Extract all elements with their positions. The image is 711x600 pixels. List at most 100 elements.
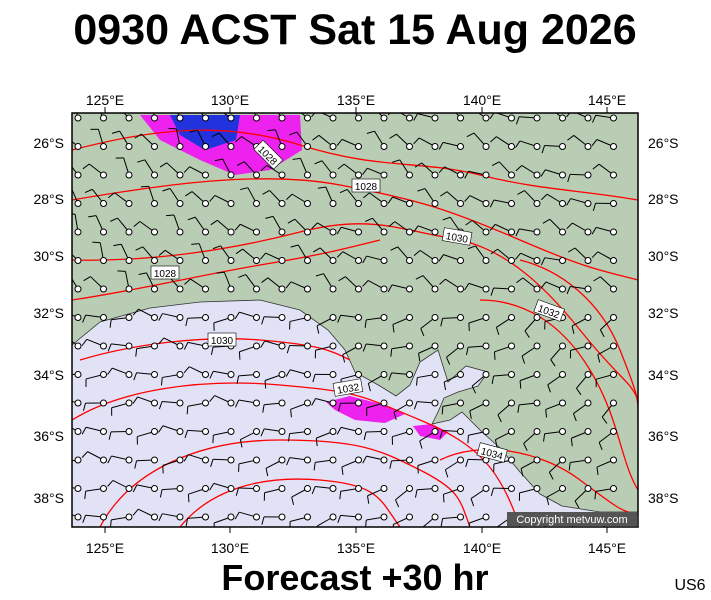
barb-feather [162,187,171,192]
barb-station [151,257,158,264]
barb-feather [261,516,265,525]
wind-barb [312,371,337,383]
barb-station [406,228,413,236]
barb-feather [413,137,420,145]
barb-station [355,143,362,150]
wind-barb [342,342,362,363]
wind-barb [209,370,235,379]
wind-barb [314,342,337,359]
barb-station [482,171,490,179]
barb-feather [107,192,115,199]
wind-barb [210,219,235,236]
barb-feather [567,247,576,253]
barb-station [74,485,82,492]
wind-barb [470,485,490,507]
barb-feather [212,245,221,250]
wind-barb [465,456,490,468]
wind-barb [497,399,515,423]
wind-barb [158,313,184,321]
rain-area-heavy [170,115,240,150]
barb-feather [515,252,521,260]
barb-feather [438,166,445,174]
isobar-label-box [441,227,473,246]
barb-feather [315,273,324,277]
barb-station [584,342,592,350]
wind-barb [414,485,439,498]
barb-feather [523,443,528,451]
barb-station [406,285,413,293]
barb-station [278,257,286,264]
barb-station [304,513,311,521]
barb-station [406,114,413,122]
wind-barb [183,454,209,464]
barb-station [482,314,490,321]
wind-barb [545,399,566,418]
barb-feather [185,191,193,197]
barb-feather [264,103,271,106]
wind-barb [109,314,133,328]
barb-station [559,143,566,150]
barb-feather [601,416,608,424]
barb-feather [267,129,276,132]
barb-station [227,200,235,207]
barb-station [406,428,413,435]
isobar-label-box [351,178,381,193]
barb-feather [464,195,471,202]
wind-barb [265,215,286,236]
barb-station [125,285,133,293]
barb-feather [189,129,198,133]
wind-barb [72,399,82,407]
wind-barb [115,157,133,179]
isobar-label-box [533,299,565,322]
wind-barb [465,219,490,236]
barb-station [457,314,464,321]
barb-feather [117,270,126,272]
wind-barb [491,161,515,179]
wind-barb [159,485,184,498]
wind-barb [395,485,413,508]
barb-feather [568,462,571,471]
barb-station [533,285,541,293]
barb-feather [84,188,93,193]
lon-label-top: 140°E [463,92,501,108]
barb-station [380,371,388,378]
barb-feather [338,276,346,282]
barb-feather [107,367,113,375]
wind-barb [81,451,107,464]
lat-label-left: 34°S [33,367,64,383]
wind-barb [490,285,515,296]
wind-barb [468,314,490,332]
barb-feather [392,324,395,333]
lat-label-left: 36°S [33,428,64,444]
wind-barb [200,113,209,122]
barb-station [74,399,82,407]
barb-feather [138,272,147,275]
barb-feather [574,500,580,509]
barb-feather [235,136,242,143]
barb-station [355,513,362,521]
barb-station [278,228,286,236]
barb-station [380,285,388,293]
barb-feather [92,241,101,244]
isobar [72,223,638,401]
wind-barb [260,252,286,264]
barb-feather [234,399,240,408]
barb-station [457,371,464,378]
barb-station [457,200,464,207]
barb-feather [520,468,524,477]
barb-station [508,314,515,321]
barb-station [482,285,490,293]
barb-station [482,257,490,264]
wind-barb [521,342,541,364]
wind-barb [515,165,541,179]
barb-feather [185,518,189,527]
barb-station [482,228,490,236]
wind-barb [540,281,566,293]
barb-station [559,485,566,492]
barb-station [151,114,158,122]
barb-station [202,114,209,122]
barb-station [457,114,464,122]
barb-feather [464,170,469,179]
barb-station [508,371,515,378]
barb-station [100,171,107,179]
